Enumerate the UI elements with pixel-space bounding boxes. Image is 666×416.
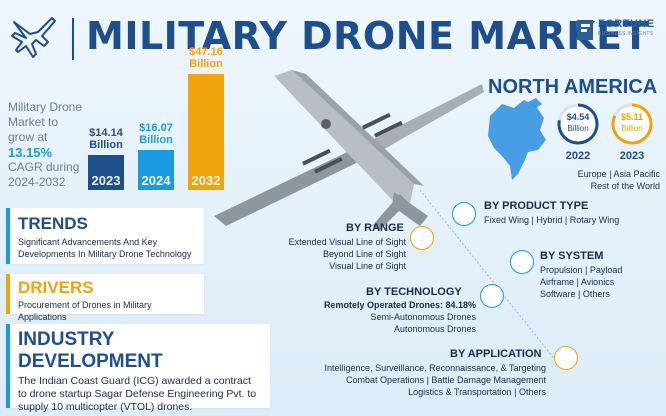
bar-2032: 2032 (188, 74, 224, 190)
growth-line: Military Drone (8, 100, 83, 114)
bar-value-label: $14.14 Billion (88, 127, 124, 151)
na-ring-2023: $5.11 Billion 2023 (610, 102, 654, 166)
brand-name: FORTUNE (598, 18, 655, 30)
system-item: Propulsion | Payload (540, 265, 623, 275)
bar-value-label: $47.16 Billion (188, 46, 224, 70)
bar-2024: 2024 (138, 150, 174, 190)
north-america-title: NORTH AMERICA (488, 76, 658, 98)
north-america-rings: $4.54 Billion 2022 $5.11 Billion 2023 (556, 102, 662, 166)
regions-line: Rest of the World (590, 181, 660, 191)
bar-value: $16.07 (139, 122, 173, 135)
product-type-icon (452, 202, 476, 226)
bar-year-label: 2024 (141, 173, 171, 188)
application-item: Combat Operations | Battle Damage Manage… (346, 375, 546, 385)
range-title: BY RANGE (346, 222, 404, 234)
system-icon (510, 250, 534, 274)
drone-image (214, 70, 484, 230)
drivers-box: DRIVERS Procurement of Drones in Militar… (6, 274, 204, 322)
industry-box: INDUSTRY DEVELOPMENT The Indian Coast Gu… (6, 324, 270, 413)
industry-title: INDUSTRY DEVELOPMENT (18, 329, 163, 372)
drone-outline-icon (11, 17, 56, 58)
bar-unit: Billion (89, 139, 123, 152)
page-title: MILITARY DRONE MARKET (86, 14, 650, 58)
other-regions: Europe | Asia Pacific Rest of the World (548, 168, 660, 192)
ring-arc (557, 103, 599, 145)
system-title: BY SYSTEM (540, 250, 604, 262)
header-divider (72, 18, 74, 60)
bar-unit: Billion (139, 134, 173, 147)
ring-arc (611, 103, 653, 145)
range-item: Extended Visual Line of Sight (288, 237, 406, 247)
ring-value: $5.11 Billion (620, 112, 644, 133)
application-item: Intelligence, Surveillance, Reconnaissan… (324, 363, 546, 373)
ring-value: $4.54 Billion (566, 112, 590, 133)
growth-line: grow at (8, 130, 48, 144)
drivers-text: Procurement of Drones in Military Applic… (18, 300, 152, 322)
industry-text: The Indian Coast Guard (ICG) awarded a c… (18, 375, 257, 413)
bar-unit: Billion (189, 58, 223, 70)
na-ring-2022: $4.54 Billion 2022 (556, 102, 600, 166)
segment-connector-line (420, 190, 561, 367)
product-type-text: Fixed Wing | Hybrid | Rotary Wing (484, 215, 620, 225)
technology-icon (480, 284, 504, 308)
range-item: Beyond Line of Sight (322, 249, 406, 259)
technology-highlight: Remotely Operated Drones: 84.18% (323, 300, 476, 310)
bar-value-label: $16.07 Billion (138, 122, 174, 146)
growth-summary: Military Drone Market to grow at 13.15% … (8, 100, 92, 190)
ring-year: 2023 (619, 150, 645, 162)
trends-title: TRENDS (18, 214, 88, 233)
bar-2023: 2023 (88, 155, 124, 190)
ring-year: 2022 (565, 150, 591, 162)
system-item: Software | Others (540, 289, 610, 299)
application-icon (554, 346, 578, 370)
product-type-title: BY PRODUCT TYPE (484, 200, 589, 212)
technology-item: Autonomous Drones (393, 324, 476, 334)
technology-title: BY TECHNOLOGY (366, 286, 462, 298)
drivers-title: DRIVERS (18, 278, 94, 297)
application-item: Logistics & Transportation | Others (408, 387, 546, 397)
regions-line: Europe | Asia Pacific (577, 169, 660, 179)
technology-item: Semi-Autonomous Drones (370, 312, 476, 322)
bar-year-label: 2023 (91, 173, 121, 188)
brand-subtitle: BUSINESS INSIGHTS (598, 31, 654, 37)
ring-chart (557, 103, 599, 145)
trends-text: Significant Advancements And Key Develop… (18, 237, 192, 259)
growth-line: 2024-2032 (8, 175, 66, 189)
ring-chart (611, 103, 653, 145)
brand-logo-icon (577, 20, 593, 40)
bar-value: $14.14 (89, 127, 123, 140)
growth-line: CAGR during (8, 160, 80, 174)
application-title: BY APPLICATION (450, 348, 542, 360)
cagr-value: 13.15% (8, 145, 53, 160)
system-item: Airframe | Avionics (540, 277, 615, 287)
north-america-map-icon (488, 98, 546, 180)
range-item: Visual Line of Sight (329, 261, 406, 271)
growth-line: Market to (8, 115, 59, 129)
range-icon (410, 226, 434, 250)
trends-box: TRENDS Significant Advancements And Key … (6, 208, 204, 264)
bar-year-label: 2032 (191, 173, 221, 188)
market-size-bar-chart: 2023 $14.14 Billion 2024 $16.07 Billion 2032 $4… (88, 46, 236, 190)
bar-value: $47.16 (189, 46, 223, 58)
